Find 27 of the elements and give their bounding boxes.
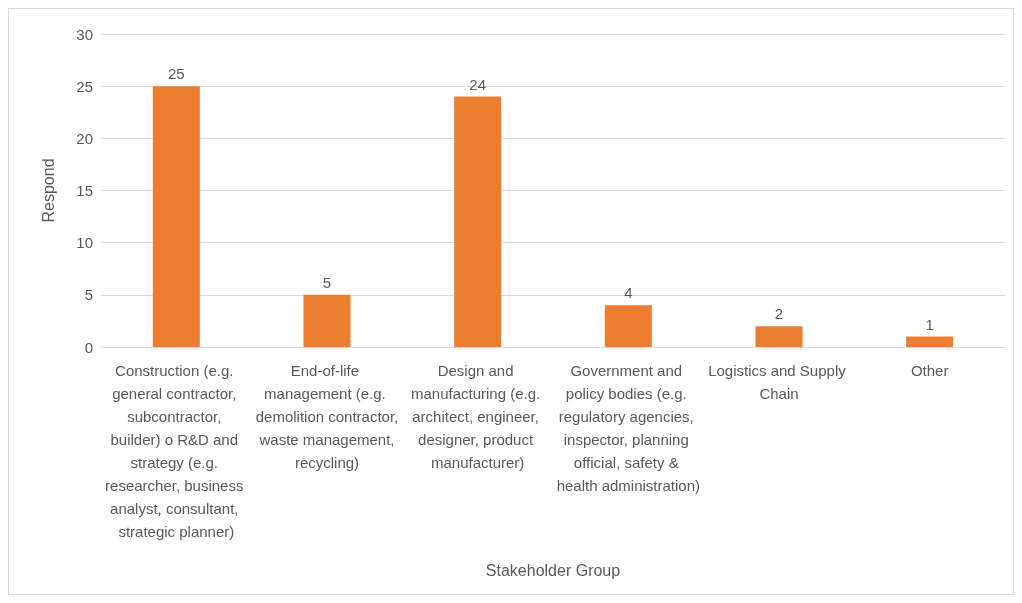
x-tick-label: Other — [910, 362, 949, 379]
data-label: 25 — [167, 65, 185, 83]
bar — [755, 326, 803, 347]
x-tick-label: Design and manufacturing (e.g. architect, engineer, designer, product manufacturer) — [410, 362, 545, 471]
y-tick-label: 15 — [76, 182, 93, 199]
x-tick-label: Construction (e.g. general contractor, subcontractor, builder) o R&D and strategy (e.g. researcher, business analyst, consultant, strategic planner) — [105, 362, 248, 540]
data-label: 1 — [925, 315, 934, 333]
x-tick-label: Logistics and Supply Chain — [708, 362, 850, 402]
bar — [906, 336, 954, 347]
x-axis-title: Stakeholder Group — [485, 561, 621, 579]
x-tick-label: End-of-life management (e.g. demolition contractor, waste management, recycling) — [255, 362, 399, 471]
bar — [152, 86, 200, 347]
y-tick-label: 0 — [84, 338, 93, 356]
data-label: 5 — [322, 273, 332, 291]
y-tick-label: 20 — [76, 129, 93, 147]
y-axis-title: Respond — [39, 158, 57, 223]
bar — [604, 305, 652, 347]
x-tick-label: Government and policy bodies (e.g. regulatory agencies, inspector, planning official, safety & health administration) — [556, 362, 701, 494]
y-tick-label: 25 — [76, 77, 93, 95]
y-tick-label: 10 — [76, 234, 93, 252]
bar — [454, 96, 502, 347]
data-label: 24 — [469, 75, 487, 93]
data-label: 4 — [624, 284, 633, 302]
y-tick-label: 5 — [84, 286, 93, 304]
y-tick-label: 30 — [76, 25, 93, 43]
data-label: 2 — [774, 305, 784, 323]
bar — [303, 294, 351, 347]
